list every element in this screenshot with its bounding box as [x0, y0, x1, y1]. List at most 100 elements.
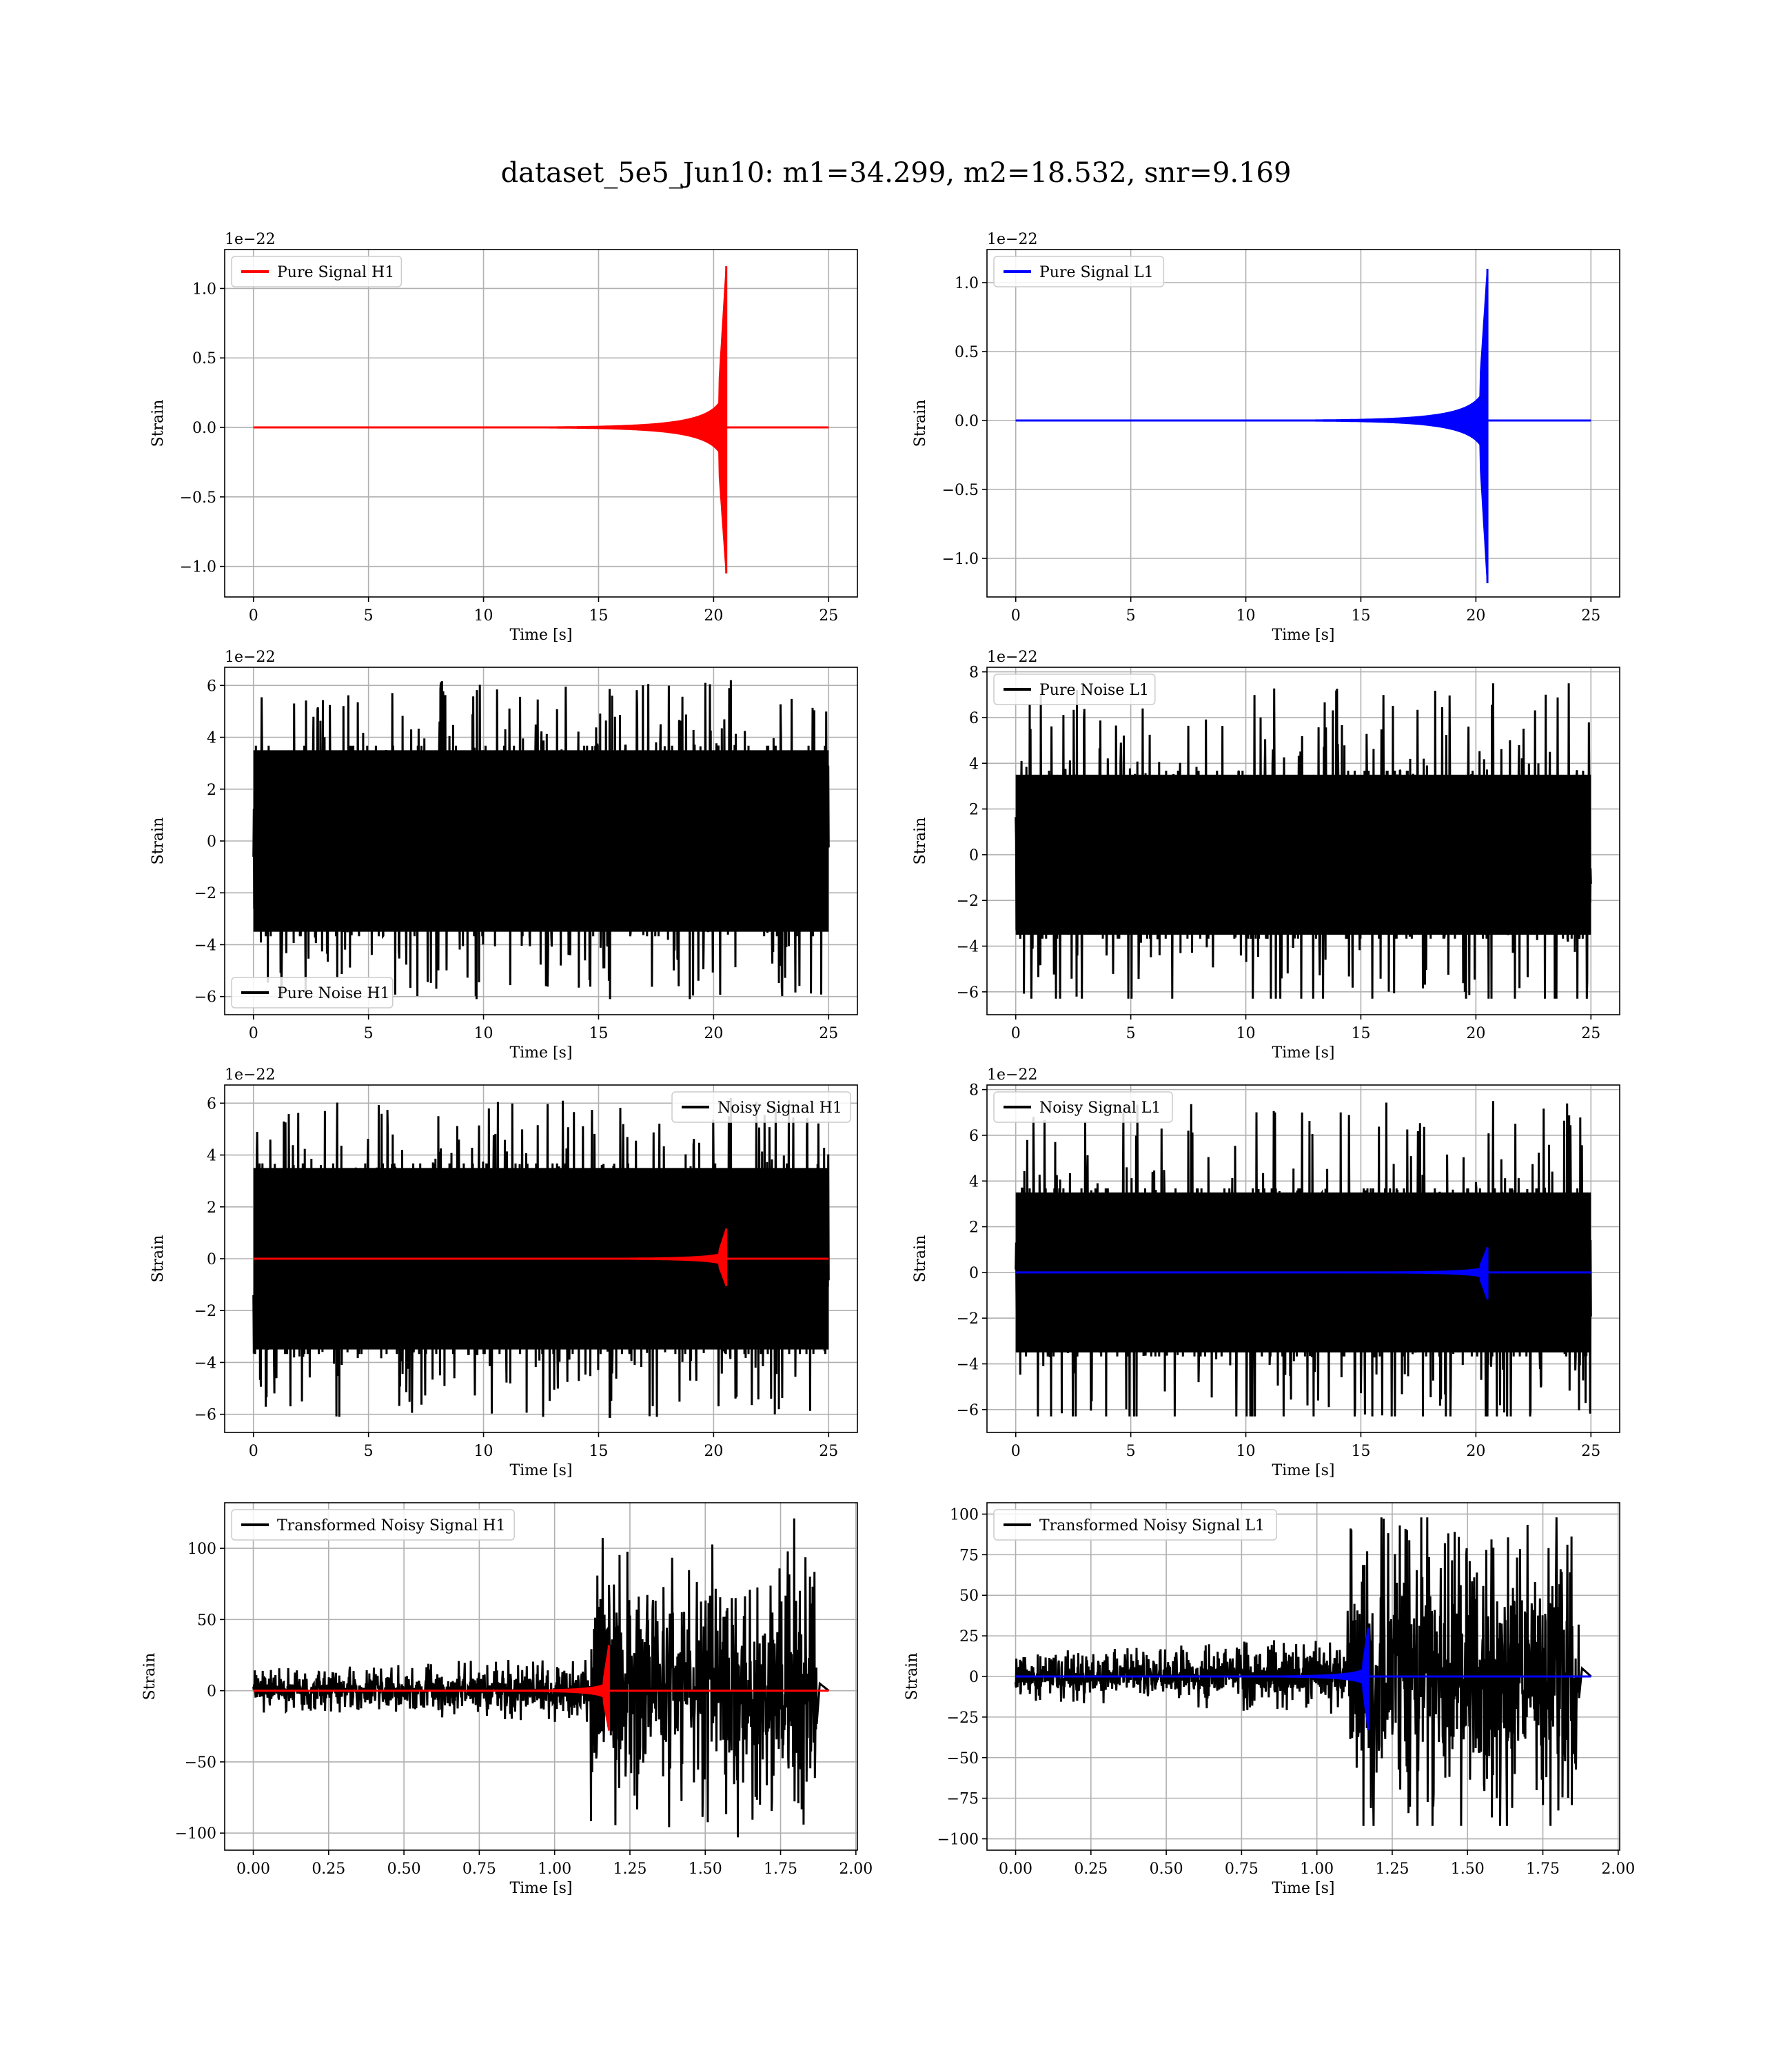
y-tick-label: 0.0	[192, 420, 216, 437]
legend: Noisy Signal L1	[993, 1091, 1173, 1123]
x-tick-label: 1.50	[1451, 1861, 1485, 1878]
chart-noisy-signal-h1: 0 5 10 15 20 25 −6 −4 −2 0 2 4 6 Time [s] Strain 1e−22 N…	[150, 1066, 858, 1479]
plot-area	[1015, 268, 1591, 584]
y-axis-label: Strain	[912, 400, 929, 447]
legend: Pure Signal L1	[993, 256, 1165, 287]
y-tick-label: −1.0	[942, 551, 979, 568]
x-tick-label: 0.25	[312, 1861, 345, 1878]
chart-pure-noise-l1: 0 5 10 15 20 25 −6 −4 −2 0 2 4 6 8 Time [s] Strain 1e−22…	[912, 649, 1620, 1062]
x-tick-label: 20	[704, 1443, 723, 1460]
y-tick-label: 8	[969, 665, 979, 682]
y-tick-label: −4	[194, 937, 216, 954]
x-tick-label: 0	[1011, 1443, 1021, 1460]
plot-area	[252, 1097, 830, 1418]
x-tick-label: 0	[1011, 607, 1021, 625]
y-tick-label: 2	[969, 1219, 979, 1237]
y-tick-label: 6	[207, 1095, 216, 1113]
legend: Noisy Signal H1	[671, 1091, 851, 1123]
y-tick-label: 0.0	[955, 413, 979, 430]
y-tick-label: −50	[947, 1750, 979, 1767]
plot-area	[1015, 1517, 1592, 1826]
axes-frame	[986, 249, 1620, 598]
legend-box	[231, 977, 394, 1008]
y-tick-label: 75	[959, 1547, 979, 1564]
y-offset-text: 1e−22	[987, 1066, 1037, 1084]
y-axis-label: Strain	[912, 818, 929, 865]
y-axis-label: Strain	[904, 1653, 921, 1701]
y-tick-label: 100	[187, 1541, 216, 1558]
x-tick-label: 10	[474, 1443, 493, 1460]
legend-label: Noisy Signal L1	[1039, 1099, 1161, 1117]
y-tick-label: 0	[207, 1683, 216, 1701]
legend-label: Transformed Noisy Signal L1	[1039, 1517, 1265, 1534]
y-tick-label: 0	[969, 1669, 979, 1686]
x-tick-label: 1.25	[613, 1861, 646, 1878]
legend-box	[671, 1091, 851, 1123]
x-tick-label: 20	[1466, 1025, 1485, 1042]
x-axis-label: Time [s]	[509, 1462, 572, 1479]
x-tick-label: 5	[1126, 1443, 1136, 1460]
legend-label: Noisy Signal H1	[717, 1099, 842, 1117]
legend-box	[993, 1509, 1277, 1541]
x-tick-label: 10	[1236, 1443, 1256, 1460]
y-tick-label: −2	[957, 893, 979, 910]
y-tick-label: −6	[957, 984, 979, 1002]
x-axis-label: Time [s]	[1272, 627, 1334, 644]
x-tick-label: 0.25	[1074, 1861, 1108, 1878]
y-offset-text: 1e−22	[225, 649, 275, 666]
y-tick-label: 50	[959, 1588, 979, 1605]
x-tick-label: 15	[589, 607, 608, 625]
y-offset-text: 1e−22	[225, 1066, 275, 1084]
x-tick-label: 20	[704, 1025, 723, 1042]
y-tick-label: 4	[969, 1173, 979, 1190]
y-tick-label: −0.5	[942, 482, 979, 499]
x-tick-label: 2.00	[1601, 1861, 1635, 1878]
y-tick-label: −2	[957, 1310, 979, 1328]
y-tick-label: 2	[207, 782, 216, 799]
y-tick-label: −6	[957, 1402, 979, 1419]
x-axis-label: Time [s]	[509, 1044, 572, 1062]
x-tick-label: 25	[819, 1443, 838, 1460]
x-tick-label: 2.00	[839, 1861, 873, 1878]
y-tick-label: −6	[194, 1407, 216, 1424]
x-tick-label: 25	[1581, 607, 1600, 625]
x-axis-label: Time [s]	[509, 627, 572, 644]
x-axis-label: Time [s]	[1272, 1462, 1334, 1479]
y-tick-label: 6	[969, 1128, 979, 1145]
x-tick-label: 10	[1236, 607, 1256, 625]
x-tick-label: 0	[249, 1025, 258, 1042]
y-offset-text: 1e−22	[987, 649, 1037, 666]
y-tick-label: 1.0	[955, 275, 979, 292]
legend-box	[993, 256, 1165, 287]
x-tick-label: 15	[1351, 1025, 1370, 1042]
plot-area	[253, 266, 829, 574]
y-tick-label: 8	[969, 1082, 979, 1099]
series-line-0	[252, 680, 830, 1000]
plot-area	[1015, 683, 1592, 999]
y-tick-label: 0	[969, 1265, 979, 1282]
y-offset-text: 1e−22	[987, 231, 1037, 248]
x-tick-label: 15	[589, 1443, 608, 1460]
y-tick-label: −1.0	[180, 559, 216, 576]
x-tick-label: 0.00	[236, 1861, 270, 1878]
x-tick-label: 1.75	[1526, 1861, 1560, 1878]
x-tick-label: 0.00	[999, 1861, 1032, 1878]
series-line-0	[252, 1518, 830, 1838]
y-tick-label: 6	[207, 678, 216, 695]
x-tick-label: 25	[819, 1025, 838, 1042]
plot-area	[252, 1518, 830, 1838]
y-axis-label: Strain	[912, 1235, 929, 1283]
series-line-0	[252, 1097, 830, 1418]
legend: Pure Signal H1	[231, 256, 403, 287]
chart-transformed-noisy-signal-l1: 0.00 0.25 0.50 0.75 1.00 1.25 1.50 1.75 2.00 −100…	[904, 1502, 1635, 1897]
y-tick-label: −2	[194, 885, 216, 902]
chart-noisy-signal-l1: 0 5 10 15 20 25 −6 −4 −2 0 2 4 6 8 Time [s] Strain 1e−22…	[912, 1066, 1620, 1479]
x-axis-label: Time [s]	[509, 1880, 572, 1897]
x-tick-label: 5	[364, 1025, 374, 1042]
y-tick-label: −25	[947, 1710, 979, 1727]
plot-area	[1015, 1101, 1592, 1417]
y-tick-label: −75	[947, 1791, 979, 1808]
legend-label: Pure Signal L1	[1039, 264, 1154, 281]
x-tick-label: 0.75	[462, 1861, 496, 1878]
